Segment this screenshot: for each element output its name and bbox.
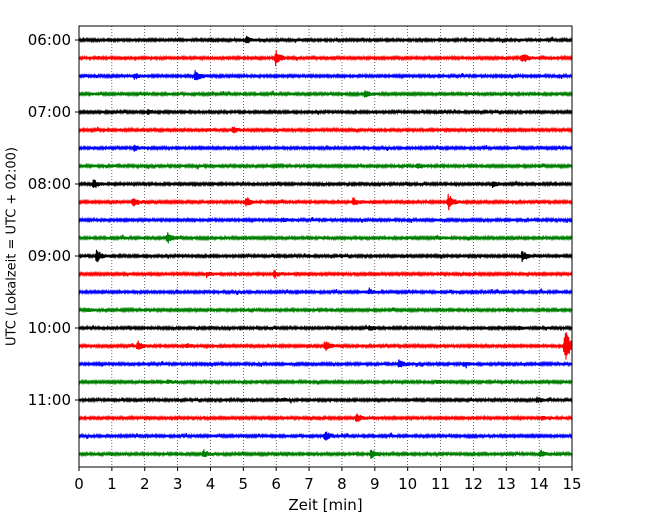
plot-frame: [78, 25, 573, 468]
y-tick-label-0900: 09:00: [28, 247, 71, 265]
x-tick-label-4: 4: [206, 475, 216, 493]
x-axis-label: Zeit [min]: [288, 496, 362, 514]
x-tick-label-5: 5: [239, 475, 249, 493]
x-tick-label-7: 7: [304, 475, 314, 493]
y-tick-label-1000: 10:00: [28, 319, 71, 337]
y-tick-label-1100: 11:00: [28, 391, 71, 409]
x-tick-label-3: 3: [173, 475, 183, 493]
x-tick-label-2: 2: [140, 475, 150, 493]
x-tick-label-0: 0: [74, 475, 84, 493]
y-axis-label: UTC (Lokalzeit = UTC + 02:00): [5, 147, 20, 346]
x-tick-label-10: 10: [398, 475, 417, 493]
y-axis-ticks: 06:00 07:00 08:00 09:00 10:00 11:00: [28, 31, 79, 409]
x-tick-label-11: 11: [431, 475, 450, 493]
x-tick-label-8: 8: [337, 475, 347, 493]
x-tick-label-1: 1: [107, 475, 117, 493]
x-tick-label-9: 9: [370, 475, 380, 493]
x-tick-label-6: 6: [271, 475, 281, 493]
y-tick-label-0700: 07:00: [28, 103, 71, 121]
x-tick-label-15: 15: [562, 475, 581, 493]
y-tick-label-0800: 08:00: [28, 175, 71, 193]
plot-area: [79, 26, 572, 467]
x-tick-label-13: 13: [497, 475, 516, 493]
x-tick-label-12: 12: [464, 475, 483, 493]
x-axis-ticks: 0 1 2 3 4 5 6 7 8 9 10 11 12 13 14 15: [74, 467, 582, 493]
x-tick-label-14: 14: [530, 475, 549, 493]
y-tick-label-0600: 06:00: [28, 31, 71, 49]
seismogram-traces: [78, 35, 573, 459]
